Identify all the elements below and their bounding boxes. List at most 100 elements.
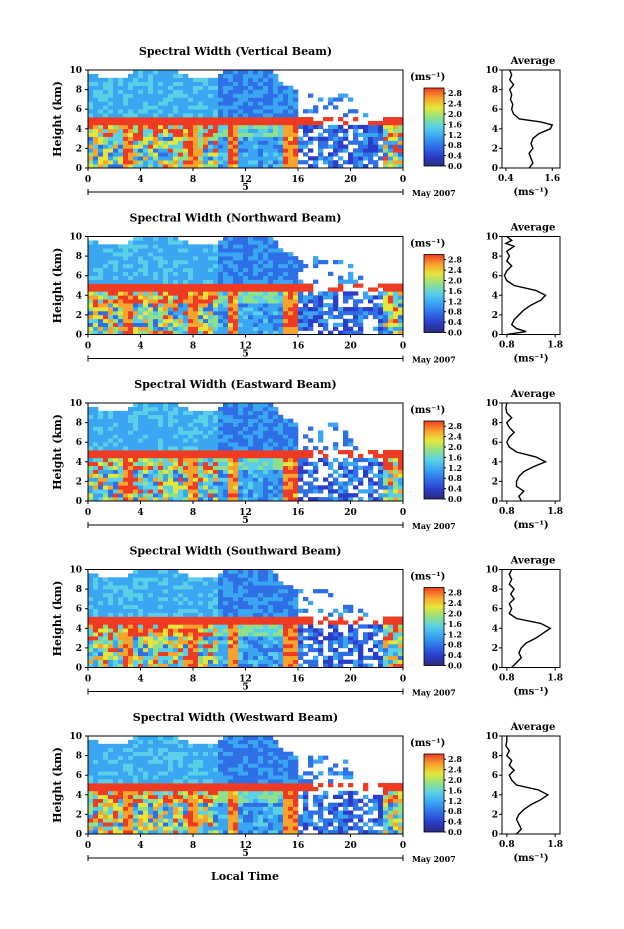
heatmap-cell: [118, 128, 124, 134]
heatmap-cell: [313, 303, 319, 308]
heatmap-cell: [273, 240, 279, 245]
heatmap-cell: [233, 318, 239, 324]
heatmap-cell: [273, 589, 279, 594]
heatmap-cell: [278, 275, 284, 280]
heatmap-cell: [343, 651, 349, 657]
heatmap-cell: [368, 457, 374, 463]
heatmap-cell: [118, 465, 124, 470]
heatmap-cell: [253, 252, 259, 257]
heatmap-cell: [138, 330, 144, 335]
heatmap-cell: [273, 593, 279, 598]
heatmap-cell: [108, 93, 114, 98]
heatmap-cell: [233, 577, 239, 582]
heatmap-cell: [273, 326, 279, 331]
heatmap-cell: [253, 640, 259, 645]
heatmap-cell: [263, 109, 269, 114]
heatmap-cell: [213, 418, 219, 423]
heatmap-cell: [88, 442, 94, 447]
heatmap-cell: [308, 156, 314, 161]
heatmap-cell: [183, 450, 189, 455]
heatmap-cell: [93, 596, 99, 602]
heatmap-cell: [293, 330, 299, 335]
heatmap-cell: [213, 244, 219, 249]
heatmap-cell: [143, 577, 149, 582]
heatmap-cell: [278, 651, 284, 657]
heatmap-cell: [118, 318, 124, 324]
panel-title: Spectral Width (Northward Beam): [130, 212, 342, 225]
heatmap-cell: [308, 659, 314, 664]
heatmap-cell: [123, 93, 129, 98]
heatmap-cell: [183, 589, 189, 594]
heatmap-cell: [158, 105, 164, 110]
heatmap-cell: [223, 120, 229, 126]
heatmap-cell: [298, 469, 304, 474]
heatmap-cell: [273, 89, 279, 94]
heatmap-cell: [288, 156, 294, 161]
heatmap-cell: [238, 326, 244, 331]
heatmap-cell: [183, 283, 189, 288]
heatmap-cell: [258, 291, 264, 296]
heatmap-cell: [258, 473, 264, 478]
heatmap-cell: [188, 85, 194, 90]
heatmap-cell: [383, 485, 389, 490]
heatmap-cell: [143, 240, 149, 245]
heatmap-cell: [278, 267, 284, 273]
heatmap-cell: [353, 132, 359, 137]
heatmap-cell: [248, 310, 254, 316]
heatmap-cell: [298, 267, 304, 273]
heatmap-cell: [208, 438, 214, 443]
heatmap-cell: [318, 314, 324, 320]
heatmap-cell: [228, 73, 234, 79]
heatmap-cell: [308, 426, 314, 431]
heatmap-cell: [228, 403, 234, 408]
heatmap-cell: [263, 120, 269, 126]
heatmap-cell: [193, 434, 199, 439]
heatmap-cell: [293, 457, 299, 463]
heatmap-cell: [143, 453, 149, 459]
heatmap-cell: [213, 307, 219, 312]
heatmap-cell: [143, 310, 149, 316]
heatmap-cell: [88, 77, 94, 83]
heatmap-cell: [163, 144, 169, 149]
heatmap-cell: [368, 140, 374, 145]
heatmap-cell: [343, 465, 349, 470]
heatmap-cell: [233, 322, 239, 327]
heatmap-cell: [298, 326, 304, 331]
heatmap-cell: [233, 287, 239, 292]
heatmap-cell: [258, 457, 264, 463]
heatmap-cell: [213, 303, 219, 308]
heatmap-cell: [143, 295, 149, 300]
heatmap-cell: [258, 322, 264, 327]
heatmap-cell: [178, 263, 184, 269]
heatmap-cell: [143, 252, 149, 257]
heatmap-cell: [238, 473, 244, 478]
heatmap-cell: [133, 450, 139, 455]
heatmap-cell: [133, 461, 139, 467]
heatmap-cell: [293, 442, 299, 447]
heatmap-cell: [148, 93, 154, 98]
heatmap-cell: [178, 73, 184, 79]
heatmap-cell: [298, 663, 304, 668]
heatmap-cell: [108, 612, 114, 617]
heatmap-cell: [293, 604, 299, 609]
heatmap-cell: [163, 299, 169, 304]
heatmap-cell: [258, 275, 264, 280]
heatmap-cell: [253, 663, 259, 668]
heatmap-cell: [268, 109, 274, 114]
heatmap-cell: [253, 117, 259, 122]
heatmap-cell: [103, 291, 109, 296]
heatmap-cell: [88, 295, 94, 300]
heatmap-cell: [98, 589, 104, 594]
heatmap-cell: [273, 256, 279, 261]
heatmap-cell: [293, 263, 299, 269]
heatmap-cell: [273, 620, 279, 625]
heatmap-cell: [113, 608, 119, 613]
heatmap-cell: [203, 160, 209, 165]
heatmap-cell: [293, 310, 299, 316]
heatmap-cell: [238, 318, 244, 324]
heatmap-cell: [248, 585, 254, 590]
heatmap-cell: [273, 85, 279, 90]
heatmap-cell: [163, 279, 169, 284]
heatmap-cell: [278, 589, 284, 594]
heatmap-cell: [98, 152, 104, 157]
